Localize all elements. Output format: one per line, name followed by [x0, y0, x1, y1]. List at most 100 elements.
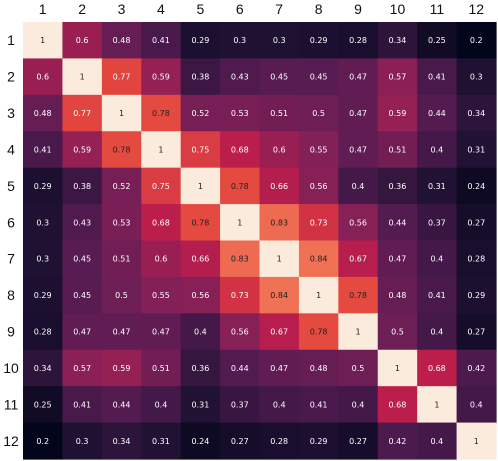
heatmap-cell	[259, 167, 300, 205]
cell-value-label: 1	[434, 400, 439, 409]
heatmap-cell	[62, 204, 103, 242]
cell-value-label: 0.2	[470, 36, 483, 45]
heatmap-cell	[101, 349, 142, 387]
heatmap-cell	[62, 167, 103, 205]
y-tick-label: 2	[7, 69, 15, 85]
y-tick-label: 5	[7, 178, 15, 194]
cell-value-label: 0.3	[470, 73, 483, 82]
heatmap-cell	[338, 422, 379, 460]
cell-value-label: 0.38	[191, 73, 209, 82]
heatmap-cell	[338, 386, 379, 424]
x-tick-label: 8	[315, 1, 323, 17]
heatmap-cell	[220, 22, 261, 60]
heatmap-cell	[141, 204, 182, 242]
cell-value-label: 0.57	[389, 73, 407, 82]
cell-value-label: 1	[395, 364, 400, 373]
cell-value-label: 0.4	[155, 400, 168, 409]
cell-value-label: 0.44	[428, 109, 446, 118]
cell-value-label: 0.55	[152, 291, 170, 300]
heatmap-cell	[259, 94, 300, 132]
heatmap-cell	[338, 276, 379, 314]
heatmap-cell	[141, 58, 182, 96]
cell-value-label: 0.57	[73, 364, 91, 373]
cell-value-label: 0.37	[428, 218, 446, 227]
heatmap-cell	[23, 240, 64, 278]
cell-value-label: 0.83	[270, 218, 288, 227]
cell-value-label: 0.48	[310, 364, 328, 373]
cell-value-label: 0.43	[231, 73, 249, 82]
heatmap-cell	[220, 349, 261, 387]
cell-value-label: 0.4	[431, 328, 444, 337]
heatmap-cell	[101, 240, 142, 278]
cell-value-label: 0.31	[428, 182, 446, 191]
heatmap-cell	[456, 422, 497, 460]
heatmap-cell	[298, 386, 339, 424]
heatmap-cell	[220, 58, 261, 96]
heatmap-cell	[101, 22, 142, 60]
cell-value-label: 0.66	[270, 182, 288, 191]
cell-value-label: 0.59	[113, 364, 131, 373]
cell-value-label: 0.51	[270, 109, 288, 118]
heatmap-cell	[259, 422, 300, 460]
y-tick-label: 3	[7, 105, 15, 121]
heatmap-cell	[417, 240, 458, 278]
cell-value-label: 0.51	[152, 364, 170, 373]
cell-value-label: 0.56	[310, 182, 328, 191]
heatmap-cell	[101, 131, 142, 169]
cell-value-label: 0.83	[231, 255, 249, 264]
cell-value-label: 0.52	[191, 109, 209, 118]
cell-value-label: 0.29	[191, 36, 209, 45]
heatmap-cell	[101, 386, 142, 424]
cell-value-label: 0.77	[113, 73, 131, 82]
cell-value-label: 0.67	[349, 255, 367, 264]
heatmap-cell	[220, 276, 261, 314]
cell-value-label: 0.4	[431, 437, 444, 446]
cell-value-label: 0.59	[152, 73, 170, 82]
heatmap-cell	[180, 386, 221, 424]
y-tick-label: 7	[7, 251, 15, 267]
heatmap-cell	[456, 204, 497, 242]
cell-value-label: 0.44	[113, 400, 131, 409]
cell-value-label: 0.4	[273, 400, 286, 409]
cell-value-label: 0.5	[115, 291, 128, 300]
x-tick-label: 6	[236, 1, 244, 17]
heatmap-cell	[23, 204, 64, 242]
heatmap-cell	[259, 240, 300, 278]
heatmap-cell	[338, 58, 379, 96]
heatmap-cell	[298, 349, 339, 387]
heatmap-cell	[180, 131, 221, 169]
cell-value-label: 0.27	[467, 328, 485, 337]
heatmap-cell	[180, 204, 221, 242]
heatmap-cell	[377, 22, 418, 60]
heatmap-cell	[298, 94, 339, 132]
cell-value-label: 0.66	[191, 255, 209, 264]
heatmap-cell	[141, 422, 182, 460]
cell-value-label: 0.41	[73, 400, 91, 409]
heatmap-cell	[23, 131, 64, 169]
cell-value-label: 1	[316, 291, 321, 300]
heatmap-cell	[298, 313, 339, 351]
cell-value-label: 0.37	[231, 400, 249, 409]
heatmap-cell	[62, 349, 103, 387]
cell-value-label: 0.31	[191, 400, 209, 409]
heatmap-cell	[62, 422, 103, 460]
heatmap-cell	[259, 58, 300, 96]
heatmap-cell	[141, 349, 182, 387]
heatmap-cell	[298, 240, 339, 278]
cell-value-label: 0.45	[310, 73, 328, 82]
heatmap-cell	[101, 422, 142, 460]
cell-value-label: 0.67	[270, 328, 288, 337]
x-tick-label: 10	[390, 1, 406, 17]
y-tick-label: 11	[4, 396, 19, 412]
heatmap-cells	[23, 22, 497, 460]
cell-value-label: 0.25	[34, 400, 52, 409]
heatmap-cell	[62, 58, 103, 96]
cell-value-label: 0.4	[194, 328, 207, 337]
x-tick-label: 7	[275, 1, 283, 17]
heatmap-cell	[377, 94, 418, 132]
cell-value-label: 0.5	[391, 328, 404, 337]
heatmap-cell	[101, 313, 142, 351]
cell-value-label: 0.48	[389, 291, 407, 300]
